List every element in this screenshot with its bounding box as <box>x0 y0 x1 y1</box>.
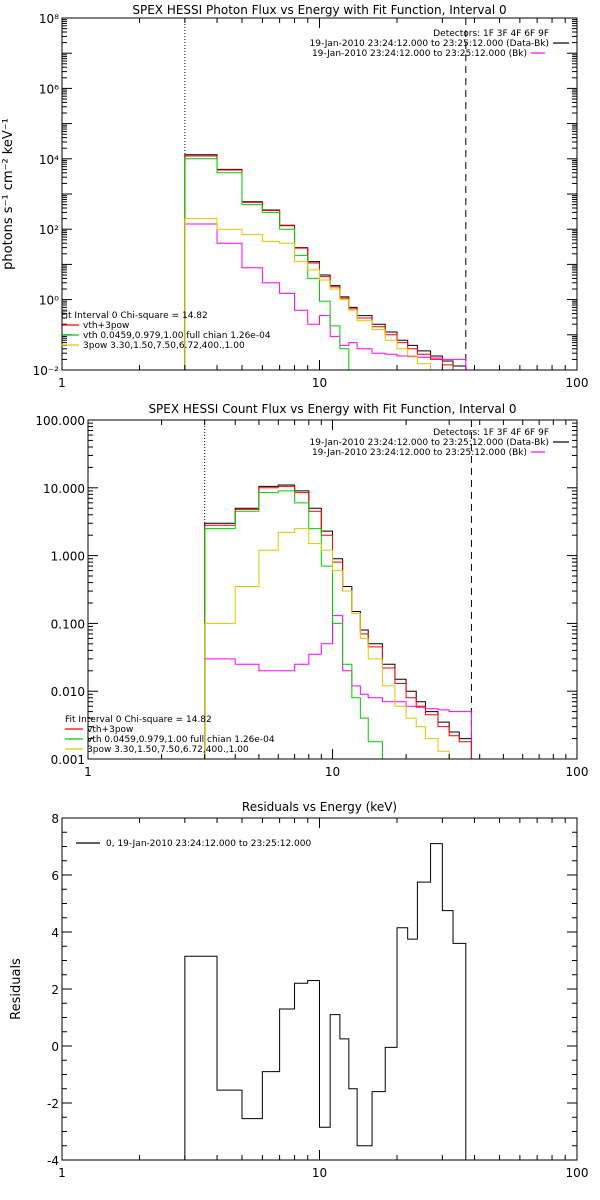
y-tick-label: 2 <box>51 983 59 997</box>
x-tick-label: 1 <box>58 376 66 390</box>
y-tick-label: 8 <box>51 812 59 826</box>
y-tick-label: 0.010 <box>51 685 85 699</box>
chart-1: SPEX HESSI Photon Flux vs Energy with Fi… <box>1 3 588 390</box>
chart-title: SPEX HESSI Count Flux vs Energy with Fit… <box>148 402 516 416</box>
info-line: Detectors: 1F 3F 4F 6F 9F <box>433 428 549 438</box>
y-tick-label: 10⁴ <box>39 153 59 167</box>
x-tick-label: 10 <box>312 1166 327 1180</box>
fit-line: vth 0.0459,0.979,1.00 full chian 1.26e-0… <box>83 331 271 341</box>
x-tick-label: 1 <box>84 765 92 779</box>
fit-line: vth+3pow <box>87 725 133 735</box>
series-2-step-line <box>204 615 472 759</box>
chart-title: SPEX HESSI Photon Flux vs Energy with Fi… <box>132 3 506 17</box>
chart-title: Residuals vs Energy (keV) <box>242 800 397 814</box>
series-3-step-line <box>204 485 472 759</box>
x-tick-label: 100 <box>566 1166 589 1180</box>
y-axis-label: photons s⁻¹ cm⁻² keV⁻¹ <box>1 118 16 270</box>
series-2-step-line <box>184 223 467 370</box>
y-tick-label: 10² <box>39 223 59 237</box>
fit-line: 3pow 3.30,1.50,7.50,6.72,400.,1.00 <box>83 341 245 351</box>
series-4-step-line <box>184 158 466 370</box>
x-tick-label: 10 <box>325 765 340 779</box>
y-tick-label: 10⁰ <box>39 294 59 308</box>
series-5-step-line <box>184 218 466 370</box>
y-tick-label: 1.000 <box>51 550 85 564</box>
y-tick-label: 0.100 <box>51 617 85 631</box>
info-line: 19-Jan-2010 23:24:12.000 to 23:25:12.000… <box>312 49 527 59</box>
series-1-step-line <box>204 484 472 759</box>
y-tick-label: 10.000 <box>43 482 85 496</box>
series-1-step-line <box>184 843 467 1160</box>
x-tick-label: 100 <box>566 376 589 390</box>
y-tick-label: 0 <box>51 1040 59 1054</box>
y-tick-label: 100.000 <box>35 414 85 428</box>
residual-legend-label: 0, 19-Jan-2010 23:24:12.000 to 23:25:12.… <box>106 839 311 849</box>
y-tick-label: -4 <box>47 1154 59 1168</box>
info-line: 19-Jan-2010 23:24:12.000 to 23:25:12.000… <box>310 39 549 49</box>
y-tick-label-top: 10⁸ <box>39 12 59 26</box>
fit-header: Fit Interval 0 Chi-square = 14.82 <box>65 715 212 725</box>
chart-2: SPEX HESSI Count Flux vs Energy with Fit… <box>35 402 588 779</box>
info-line: 19-Jan-2010 23:24:12.000 to 23:25:12.000… <box>310 438 549 448</box>
y-axis-label: Residuals <box>9 958 24 1020</box>
series-5-step-line <box>204 528 472 759</box>
y-tick-label: 10⁻² <box>33 364 60 378</box>
fit-header: Fit Interval 0 Chi-square = 14.82 <box>61 311 208 321</box>
y-tick-label: 0.001 <box>51 753 85 767</box>
fit-line: vth 0.0459,0.979,1.00 full chian 1.26e-0… <box>87 735 275 745</box>
series-4-step-line <box>204 490 472 759</box>
fit-line: 3pow 3.30,1.50,7.50,6.72,400.,1.00 <box>87 745 249 755</box>
info-line: Detectors: 1F 3F 4F 6F 9F <box>433 29 549 39</box>
y-tick-label: 10⁶ <box>39 82 59 96</box>
y-tick-label: 6 <box>51 869 59 883</box>
x-tick-label: 10 <box>312 376 327 390</box>
info-line: 19-Jan-2010 23:24:12.000 to 23:25:12.000… <box>312 448 527 458</box>
x-tick-label: 1 <box>58 1166 66 1180</box>
chart-3: Residuals vs Energy (keV) 1 10 100 -4 -2 0 2 4 6 8… <box>9 800 588 1180</box>
y-tick-label: 4 <box>51 926 59 940</box>
y-tick-label: -2 <box>47 1097 59 1111</box>
fit-line: vth+3pow <box>83 321 129 331</box>
x-tick-label: 100 <box>566 765 589 779</box>
